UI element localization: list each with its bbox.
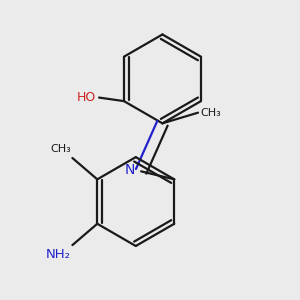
Text: NH₂: NH₂ [46,248,70,261]
Text: CH₃: CH₃ [201,108,222,118]
Text: CH₃: CH₃ [50,144,70,154]
Text: HO: HO [77,91,96,104]
Text: N: N [124,163,135,177]
